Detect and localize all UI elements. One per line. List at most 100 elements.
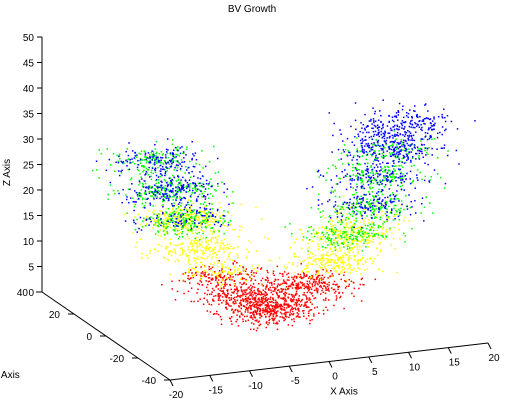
scatter-point-green [137, 169, 140, 172]
scatter-point-red [227, 304, 230, 306]
scatter-point-red [311, 283, 314, 285]
scatter-point-green [331, 243, 333, 246]
scatter-point-blue [397, 147, 400, 150]
scatter-point-yellow [189, 263, 191, 266]
scatter-point-red [270, 301, 272, 303]
scatter-point-red [303, 287, 306, 290]
scatter-point-blue [429, 122, 432, 124]
scatter-point-yellow [205, 214, 207, 216]
scatter-point-green [192, 220, 195, 223]
scatter-point-yellow [212, 264, 215, 266]
scatter-point-yellow [333, 266, 335, 268]
scatter-point-blue [407, 112, 410, 115]
scatter-point-blue [191, 170, 193, 173]
x-axis-label: X Axis [330, 387, 358, 398]
scatter-point-blue [367, 172, 370, 174]
scatter-point-red [257, 298, 260, 300]
scatter-point-red [232, 292, 235, 294]
scatter-point-yellow [181, 253, 184, 255]
scatter-point-red [284, 318, 286, 321]
z-tick-label: 30 [23, 135, 35, 146]
scatter-point-blue [387, 179, 390, 181]
scatter-point-blue [370, 149, 373, 151]
scatter-point-yellow [347, 216, 349, 219]
scatter-point-green [155, 155, 158, 157]
scatter-point-blue [317, 199, 320, 201]
scatter-point-yellow [379, 242, 381, 244]
scatter-point-green [316, 170, 319, 173]
scatter-point-green [318, 176, 321, 178]
scatter-point-red [225, 296, 228, 299]
scatter-point-red [249, 291, 251, 293]
scatter-point-green [141, 202, 144, 205]
scatter-point-red [296, 304, 298, 306]
scatter-point-red [264, 299, 267, 301]
scatter-point-blue [322, 175, 325, 177]
scatter-point-red [176, 290, 179, 293]
scatter-point-yellow [137, 227, 139, 230]
scatter-point-red [229, 278, 231, 281]
scatter-point-green [368, 232, 370, 235]
scatter-point-yellow [325, 262, 327, 264]
scatter-point-yellow [340, 262, 343, 264]
scatter-point-green [168, 214, 171, 216]
scatter-point-blue [424, 162, 426, 164]
scatter-point-green [372, 172, 374, 174]
scatter-point-yellow [358, 248, 361, 251]
scatter-point-green [397, 208, 400, 211]
scatter-point-blue [211, 213, 214, 216]
scatter-point-yellow [358, 227, 361, 230]
scatter-point-blue [179, 190, 182, 192]
scatter-point-blue [321, 203, 323, 205]
scatter-point-red [253, 328, 255, 331]
scatter-point-yellow [233, 283, 235, 285]
scatter-point-red [278, 320, 281, 322]
scatter-point-blue [389, 195, 391, 197]
scatter-point-red [286, 307, 288, 309]
scatter-point-green [165, 227, 167, 230]
scatter-point-yellow [223, 244, 226, 247]
scatter-point-yellow [141, 252, 143, 255]
scatter-point-green [391, 152, 393, 154]
scatter-point-blue [365, 169, 367, 172]
scatter-point-blue [377, 157, 379, 159]
scatter-point-red [265, 315, 267, 318]
scatter-point-yellow [382, 233, 384, 236]
scatter-point-green [370, 229, 372, 231]
scatter-point-green [193, 225, 196, 227]
scatter-point-red [171, 280, 173, 283]
scatter-point-blue [378, 207, 380, 209]
scatter-point-green [355, 202, 358, 204]
scatter-point-yellow [174, 244, 177, 246]
scatter-point-yellow [391, 232, 393, 235]
scatter-point-yellow [240, 271, 242, 273]
scatter-point-yellow [316, 274, 318, 276]
scatter-point-red [285, 292, 288, 294]
scatter-point-green [178, 188, 180, 190]
scatter-point-red [245, 307, 248, 310]
scatter-point-blue [364, 135, 367, 138]
scatter-point-blue [378, 153, 381, 155]
scatter-point-green [199, 239, 201, 241]
scatter-point-blue [196, 226, 198, 228]
scatter-point-blue [380, 166, 382, 168]
scatter-point-green [140, 189, 143, 191]
scatter-point-yellow [343, 195, 345, 197]
scatter-point-green [139, 160, 141, 162]
scatter-point-yellow [192, 202, 194, 205]
scatter-point-red [211, 291, 213, 293]
scatter-point-red [258, 320, 260, 323]
scatter-point-red [274, 286, 276, 289]
scatter-point-green [211, 207, 214, 210]
scatter-point-yellow [371, 262, 373, 265]
scatter-point-green [176, 167, 179, 169]
scatter-point-yellow [318, 259, 321, 262]
scatter-point-red [285, 303, 288, 306]
scatter-point-green [339, 177, 341, 180]
scatter-point-green [309, 238, 311, 241]
scatter-point-blue [371, 123, 373, 125]
scatter-point-red [254, 306, 256, 308]
scatter-point-green [390, 197, 392, 200]
scatter-point-green [116, 154, 118, 157]
scatter-point-green [222, 217, 225, 220]
